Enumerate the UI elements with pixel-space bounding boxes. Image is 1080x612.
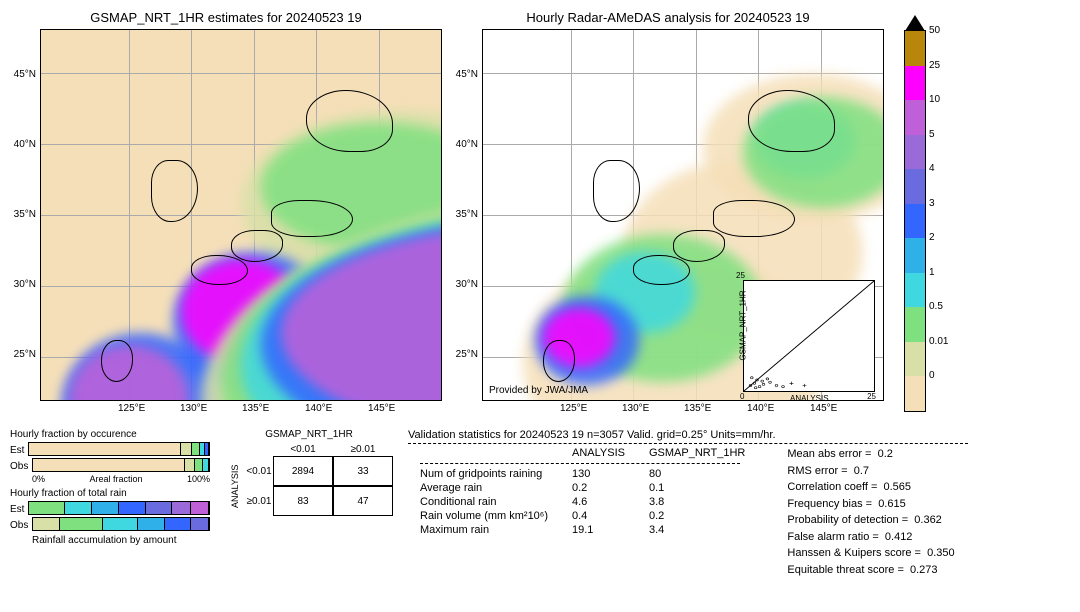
dashboard: GSMAP_NRT_1HR estimates for 20240523 19 …	[10, 10, 1070, 602]
right-x-axis: 125°E 130°E 135°E 140°E 145°E	[482, 401, 884, 417]
left-map-title: GSMAP_NRT_1HR estimates for 20240523 19	[10, 10, 442, 25]
scatter-inset: GSMAP_NRT_1HR ANALYSIS 25 0 25	[743, 280, 875, 392]
fraction-panel: Hourly fraction by occurence Est Obs 0%A…	[10, 429, 210, 548]
right-map-title: Hourly Radar-AMeDAS analysis for 2024052…	[452, 10, 884, 25]
est-total-bar	[28, 501, 210, 515]
left-x-axis: 125°E 130°E 135°E 140°E 145°E	[40, 401, 442, 417]
left-y-axis: 45°N 40°N 35°N 30°N 25°N	[10, 29, 40, 417]
validation-table: ANALYSISGSMAP_NRT_1HR Num of gridpoints …	[408, 446, 757, 537]
left-map	[40, 29, 442, 401]
left-map-panel: GSMAP_NRT_1HR estimates for 20240523 19 …	[10, 10, 442, 417]
right-map-panel: Hourly Radar-AMeDAS analysis for 2024052…	[452, 10, 884, 417]
right-map: Provided by JWA/JMA	[482, 29, 884, 401]
obs-total-bar	[32, 517, 210, 531]
right-y-axis: 45°N 40°N 35°N 30°N 25°N	[452, 29, 482, 417]
map-row: GSMAP_NRT_1HR estimates for 20240523 19 …	[10, 10, 1070, 417]
map-credit: Provided by JWA/JMA	[489, 385, 588, 396]
contingency-table: GSMAP_NRT_1HR <0.01 ≥0.01 ANALYSIS <0.01…	[225, 429, 393, 516]
scores-list: Mean abs error = 0.2RMS error = 0.7Corre…	[787, 446, 954, 578]
colorbar-arrow-icon	[905, 15, 925, 31]
stats-row: Hourly fraction by occurence Est Obs 0%A…	[10, 429, 1070, 578]
colorbar: 502510543210.50.010	[904, 30, 926, 412]
est-occurrence-bar	[28, 442, 210, 456]
obs-occurrence-bar	[32, 458, 210, 472]
validation-panel: Validation statistics for 20240523 19 n=…	[408, 429, 968, 578]
colorbar-panel: 502510543210.50.010	[894, 10, 926, 417]
